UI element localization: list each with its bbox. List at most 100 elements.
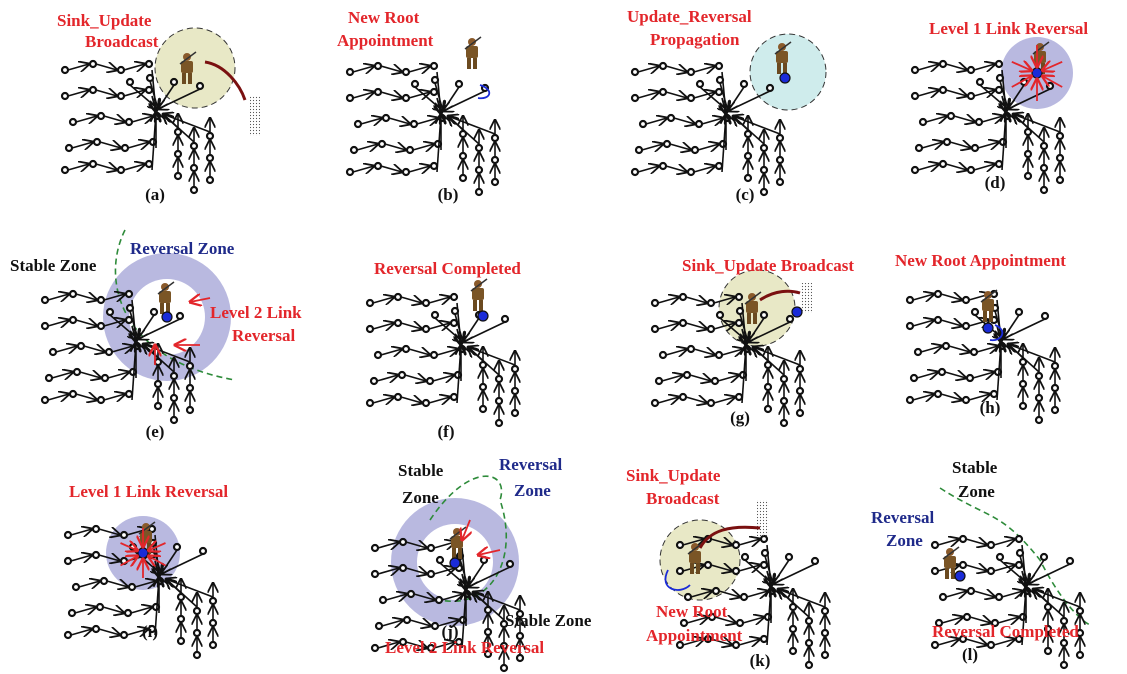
sensor-node-icon (994, 59, 1004, 69)
sensor-node-icon (662, 139, 672, 149)
sensor-node-icon (710, 376, 720, 386)
sensor-node-icon (966, 165, 976, 175)
link-arrow (67, 90, 89, 96)
soldier-icon (470, 278, 488, 312)
sensor-node-icon (795, 408, 805, 418)
sensor-node-icon (739, 79, 749, 89)
sensor-node-icon (494, 418, 504, 428)
sensor-node-icon (401, 167, 411, 177)
shaded-obstacle-icon (250, 96, 260, 136)
sensor-node-icon (910, 65, 920, 75)
sensor-node-icon (67, 608, 77, 618)
panel-label: Stable (952, 458, 998, 477)
sensor-node-icon (760, 548, 770, 558)
link-arrow (940, 320, 962, 326)
sensor-node-icon (40, 321, 50, 331)
sink-node-icon (982, 322, 994, 334)
panel-label: Level 1 Link Reversal (929, 19, 1088, 38)
link-arrow (83, 346, 105, 352)
link-arrow (701, 118, 723, 124)
sensor-node-icon (930, 540, 940, 550)
sensor-node-icon (68, 289, 78, 299)
sensor-node-icon (994, 85, 1004, 95)
link-arrow (733, 116, 781, 135)
link-arrow (973, 90, 995, 96)
link-arrow (742, 345, 746, 404)
sensor-node-icon (682, 370, 692, 380)
link-arrow (657, 397, 679, 403)
panel-label: Propagation (650, 30, 740, 49)
sensor-node-icon (930, 566, 940, 576)
link-arrow (443, 90, 486, 111)
sensor-node-icon (650, 324, 660, 334)
panel-a: Sink_Update Broadcast (a) (57, 11, 260, 204)
link-arrow (637, 66, 659, 72)
sensor-node-icon (715, 75, 725, 85)
link-arrow (920, 346, 942, 352)
reversed-link-arrow (1042, 76, 1063, 88)
link-arrow (993, 539, 1015, 545)
sensor-node-icon (795, 386, 805, 396)
panel-i: Level 1 Link Reversal (i) (63, 482, 228, 660)
panel-label: Update_Reversal (627, 7, 752, 26)
sensor-node-icon (208, 596, 218, 606)
sensor-node-icon (72, 367, 82, 377)
sensor-node-icon (176, 636, 186, 646)
reversed-link-arrow (148, 556, 166, 566)
sensor-node-icon (715, 310, 725, 320)
sensor-node-icon (958, 534, 968, 544)
link-arrow (728, 90, 771, 111)
link-arrow (78, 581, 100, 587)
link-arrow (940, 294, 962, 300)
sensor-node-icon (731, 566, 741, 576)
sensor-node-icon (96, 295, 106, 305)
link-arrow (70, 555, 92, 561)
sensor-node-icon (505, 559, 515, 569)
link-arrow (111, 346, 133, 352)
sensor-node-icon (63, 530, 73, 540)
sensor-node-icon (910, 91, 920, 101)
sensor-node-icon (706, 398, 716, 408)
sensor-node-icon (68, 117, 78, 127)
sensor-node-icon (410, 79, 420, 89)
sensor-node-icon (192, 650, 202, 660)
link-arrow (408, 166, 430, 172)
sensor-node-icon (759, 310, 769, 320)
link-arrow (428, 297, 450, 303)
sensor-node-icon (421, 398, 431, 408)
sensor-node-icon (995, 552, 1005, 562)
link-arrow (722, 114, 726, 173)
sensor-node-icon (765, 83, 775, 93)
link-arrow (47, 394, 69, 400)
link-arrow (409, 620, 431, 626)
link-arrow (940, 394, 962, 400)
link-arrow (657, 323, 679, 329)
sensor-node-icon (393, 318, 403, 328)
panel-label: Stable Zone (505, 611, 592, 630)
link-arrow (710, 539, 732, 545)
sensor-node-icon (788, 624, 798, 634)
link-arrow (973, 164, 995, 170)
reversed-link-arrow (478, 550, 501, 555)
sensor-node-icon (490, 177, 500, 187)
link-arrow (380, 166, 402, 172)
sensor-node-icon (975, 77, 985, 87)
panel-caption: (d) (985, 173, 1006, 192)
sensor-node-icon (124, 315, 134, 325)
sensor-node-icon (474, 187, 484, 197)
link-arrow (693, 92, 715, 98)
sensor-node-icon (92, 137, 102, 147)
sensor-node-icon (60, 91, 70, 101)
link-arrow (693, 66, 715, 72)
link-arrow (965, 539, 987, 545)
link-arrow (1033, 589, 1081, 608)
link-arrow (98, 529, 120, 535)
panel-e: Stable Zone Reversal Zone Level 2 Link Reve… (10, 229, 302, 441)
sensor-node-icon (735, 306, 745, 316)
link-arrow (665, 66, 687, 72)
sensor-node-icon (759, 187, 769, 197)
sensor-node-icon (706, 298, 716, 308)
sensor-node-icon (961, 321, 971, 331)
sensor-node-icon (426, 569, 436, 579)
sensor-node-icon (153, 379, 163, 389)
